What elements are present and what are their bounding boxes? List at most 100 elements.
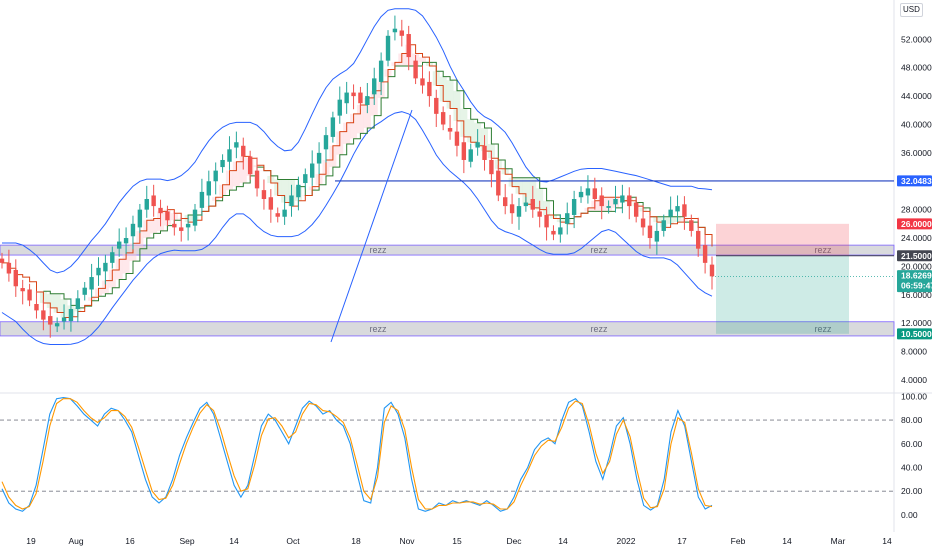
candle-body — [434, 97, 439, 114]
candle — [565, 202, 570, 235]
candle-body — [702, 245, 708, 263]
candle — [192, 203, 198, 232]
price-tick-label: 8.0000 — [901, 347, 927, 357]
candle — [54, 317, 60, 333]
indicator-lines — [1, 8, 894, 345]
candle-body — [234, 142, 239, 148]
time-tick-label: Mar — [831, 536, 846, 546]
candle-body — [661, 220, 666, 231]
candle-body — [427, 81, 432, 97]
candle — [578, 186, 584, 203]
candle-body — [68, 308, 74, 322]
candle-body — [537, 211, 542, 217]
currency-button[interactable]: USD — [900, 3, 923, 17]
candle — [365, 82, 370, 114]
candle — [137, 203, 143, 234]
candle-body — [496, 170, 501, 196]
candle — [261, 179, 267, 210]
price-tag-label: 32.0483 — [901, 176, 932, 186]
candle-body — [206, 181, 211, 196]
cloud-fill-segment — [46, 293, 54, 308]
candle-body — [0, 258, 5, 263]
candle-body — [675, 206, 680, 212]
candle — [68, 298, 74, 332]
price-tick-label: 4.0000 — [901, 375, 927, 385]
candle-body — [241, 145, 246, 157]
zone-label-4: rezz — [369, 324, 387, 334]
time-tick-label: 19 — [26, 536, 36, 546]
candle — [682, 196, 687, 230]
candle — [282, 196, 287, 225]
time-tick-label: 17 — [677, 536, 687, 546]
cloud-fill-segment — [150, 218, 158, 234]
candle-body — [668, 209, 673, 217]
candle-body — [633, 202, 639, 217]
candle-body — [358, 92, 363, 104]
price-tick-label: 12.0000 — [901, 318, 932, 328]
candle-body — [551, 230, 556, 235]
candle-body — [192, 209, 198, 226]
candle — [633, 196, 639, 223]
candle-body — [27, 289, 32, 301]
candle — [61, 304, 67, 330]
oscillator-tick-label: 40.00 — [901, 462, 923, 472]
candle — [447, 114, 453, 140]
stop-loss-zone — [716, 223, 849, 256]
cloud-fill-segment — [453, 90, 461, 121]
candle — [337, 86, 342, 124]
candle-body — [323, 135, 329, 150]
candle — [509, 193, 515, 224]
price-tick-label: 20.0000 — [901, 261, 932, 271]
candle — [344, 81, 349, 114]
candle — [6, 249, 12, 282]
cloud-fill-segment — [522, 177, 530, 205]
candle-body — [172, 223, 177, 228]
candle — [413, 54, 418, 85]
candle-body — [406, 34, 411, 58]
candle-body — [20, 288, 25, 292]
short-position-tool[interactable] — [716, 223, 894, 334]
cloud-fill-segment — [446, 80, 454, 109]
price-tick-label: 48.0000 — [901, 63, 932, 73]
candle-body — [606, 206, 611, 208]
candle-body — [647, 225, 653, 239]
candle-body — [413, 60, 418, 79]
candle — [206, 170, 211, 207]
candle-body — [399, 30, 405, 36]
cloud-fill-segment — [122, 252, 130, 274]
cloud-fill-segment — [356, 104, 364, 134]
candle-body — [372, 78, 377, 95]
oscillator-tick-label: 0.00 — [901, 510, 918, 520]
candle-body — [523, 202, 529, 207]
candle — [434, 89, 439, 127]
candle-body — [247, 156, 253, 175]
candle — [41, 299, 46, 331]
time-tick-label: Nov — [399, 536, 415, 546]
candle — [709, 256, 715, 290]
candle-body — [640, 218, 646, 228]
candle — [516, 197, 522, 230]
candle — [420, 65, 425, 94]
price-tag-2 — [897, 218, 932, 230]
candle-body — [365, 96, 370, 105]
candle-body — [482, 145, 487, 160]
price-tick-label: 44.0000 — [901, 91, 932, 101]
candle-body — [489, 159, 494, 175]
candle-body — [509, 204, 515, 214]
candle — [199, 178, 205, 217]
candle — [606, 200, 611, 214]
time-tick-label: Feb — [731, 536, 746, 546]
candle — [475, 129, 480, 156]
time-tick-label: Aug — [68, 536, 83, 546]
candle — [27, 283, 32, 307]
candle-body — [116, 241, 122, 249]
grid — [0, 0, 932, 532]
oscillator-panel — [0, 397, 894, 512]
cloud-fill-segment — [350, 113, 358, 139]
candle — [213, 162, 218, 195]
time-tick-label: 2022 — [617, 536, 636, 546]
candle — [482, 135, 487, 171]
time-tick-label: Sep — [179, 536, 194, 546]
